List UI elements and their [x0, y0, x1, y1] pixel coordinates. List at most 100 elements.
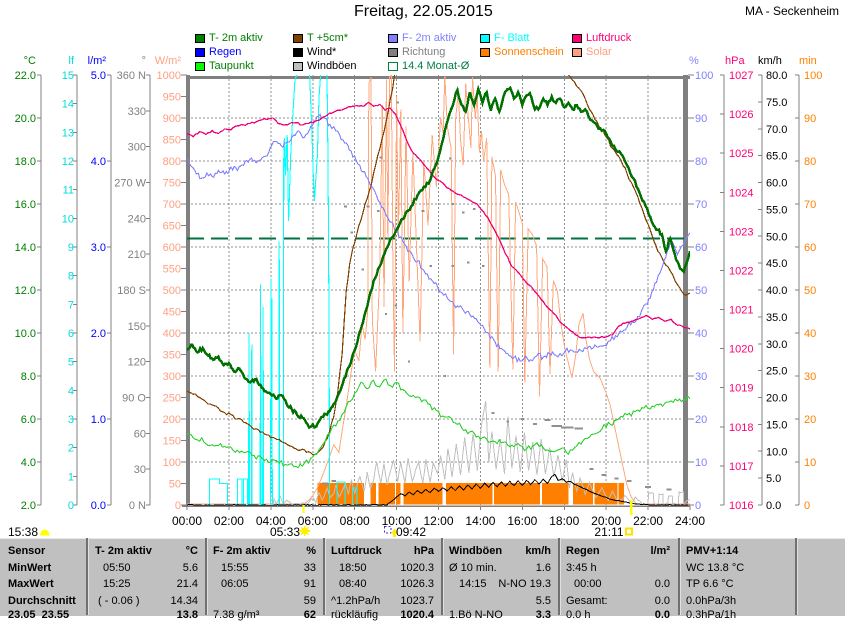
svg-text:65.0: 65.0 — [766, 151, 787, 163]
svg-text:150: 150 — [128, 321, 146, 333]
svg-text:60: 60 — [695, 242, 707, 254]
svg-text:18.0: 18.0 — [15, 156, 36, 168]
svg-text:50: 50 — [804, 285, 816, 297]
svg-text:90: 90 — [804, 113, 816, 125]
svg-text:10: 10 — [62, 213, 74, 225]
svg-text:2: 2 — [68, 443, 74, 455]
svg-text:80: 80 — [695, 156, 707, 168]
svg-text:12.0: 12.0 — [15, 285, 36, 297]
svg-text:14.0: 14.0 — [15, 242, 36, 254]
svg-text:60: 60 — [134, 428, 146, 440]
svg-text:06:00: 06:00 — [298, 514, 328, 528]
svg-text:40: 40 — [695, 328, 707, 340]
svg-text:45.0: 45.0 — [766, 258, 787, 270]
svg-text:2.0: 2.0 — [21, 500, 36, 512]
svg-text:70: 70 — [695, 199, 707, 211]
svg-text:6: 6 — [68, 328, 74, 340]
svg-text:20: 20 — [695, 414, 707, 426]
svg-text:15:38: 15:38 — [8, 525, 38, 539]
svg-text:10: 10 — [804, 457, 816, 469]
svg-text:40.0: 40.0 — [766, 285, 787, 297]
svg-text:35.0: 35.0 — [766, 312, 787, 324]
svg-text:400: 400 — [163, 328, 181, 340]
svg-text:120: 120 — [128, 357, 146, 369]
svg-text:%: % — [689, 55, 699, 67]
svg-text:16:00: 16:00 — [507, 514, 537, 528]
svg-text:5.0: 5.0 — [766, 473, 781, 485]
svg-text:450: 450 — [163, 307, 181, 319]
svg-text:1024: 1024 — [729, 187, 753, 199]
svg-text:l/m²: l/m² — [88, 55, 107, 67]
svg-text:1027: 1027 — [729, 70, 753, 82]
svg-text:70.0: 70.0 — [766, 124, 787, 136]
svg-text:180 S: 180 S — [117, 285, 146, 297]
svg-text:hPa: hPa — [725, 55, 745, 67]
svg-text:4.0: 4.0 — [91, 156, 106, 168]
svg-text:70: 70 — [804, 199, 816, 211]
svg-text:25.0: 25.0 — [766, 366, 787, 378]
svg-text:9: 9 — [68, 242, 74, 254]
svg-text:80: 80 — [804, 156, 816, 168]
svg-text:50: 50 — [695, 285, 707, 297]
svg-text:60: 60 — [804, 242, 816, 254]
svg-text:900: 900 — [163, 113, 181, 125]
svg-text:14:00: 14:00 — [465, 514, 495, 528]
svg-text:240: 240 — [128, 213, 146, 225]
svg-text:02:00: 02:00 — [214, 514, 244, 528]
svg-text:20.0: 20.0 — [766, 393, 787, 405]
svg-text:8: 8 — [68, 271, 74, 283]
svg-text:0 N: 0 N — [129, 500, 146, 512]
svg-text:2.0: 2.0 — [91, 328, 106, 340]
svg-text:14: 14 — [62, 99, 74, 111]
svg-text:5.0: 5.0 — [91, 70, 106, 82]
svg-text:W/m²: W/m² — [155, 55, 182, 67]
svg-text:10: 10 — [695, 457, 707, 469]
svg-text:20:00: 20:00 — [591, 514, 621, 528]
svg-text:30: 30 — [134, 464, 146, 476]
svg-text:11: 11 — [63, 185, 74, 197]
svg-text:0.0: 0.0 — [91, 500, 106, 512]
svg-text:330: 330 — [128, 106, 146, 118]
svg-text:12:00: 12:00 — [423, 514, 453, 528]
svg-text:600: 600 — [163, 242, 181, 254]
svg-text:1020: 1020 — [729, 344, 753, 356]
svg-text:5: 5 — [68, 357, 74, 369]
svg-text:40: 40 — [804, 328, 816, 340]
svg-text:24:00: 24:00 — [675, 514, 705, 528]
svg-text:00:00: 00:00 — [172, 514, 202, 528]
svg-text:05:33: 05:33 — [270, 525, 300, 539]
svg-text:°: ° — [142, 55, 146, 67]
svg-text:150: 150 — [163, 436, 181, 448]
svg-text:0: 0 — [175, 500, 181, 512]
svg-text:750: 750 — [163, 178, 181, 190]
svg-text:90: 90 — [695, 113, 707, 125]
svg-text:30: 30 — [695, 371, 707, 383]
svg-text:04:00: 04:00 — [256, 514, 286, 528]
svg-text:10.0: 10.0 — [15, 328, 36, 340]
svg-text:1: 1 — [68, 471, 74, 483]
svg-text:350: 350 — [163, 350, 181, 362]
svg-text:300: 300 — [128, 142, 146, 154]
svg-text:0: 0 — [695, 500, 701, 512]
svg-text:1026: 1026 — [729, 109, 753, 121]
svg-text:300: 300 — [163, 371, 181, 383]
svg-text:6.0: 6.0 — [21, 414, 36, 426]
svg-text:50: 50 — [169, 479, 181, 491]
svg-text:8.0: 8.0 — [21, 371, 36, 383]
svg-text:km/h: km/h — [758, 55, 782, 67]
svg-text:270 W: 270 W — [114, 178, 146, 190]
svg-text:0: 0 — [68, 500, 74, 512]
svg-text:13: 13 — [62, 127, 74, 139]
svg-text:22:00: 22:00 — [633, 514, 663, 528]
svg-text:20.0: 20.0 — [15, 113, 36, 125]
svg-text:800: 800 — [163, 156, 181, 168]
svg-text:4.0: 4.0 — [21, 457, 36, 469]
svg-text:1021: 1021 — [729, 305, 753, 317]
svg-text:1019: 1019 — [729, 383, 753, 395]
svg-text:08:00: 08:00 — [340, 514, 370, 528]
svg-text:1017: 1017 — [729, 461, 753, 473]
svg-text:09:42: 09:42 — [396, 525, 426, 539]
svg-text:0: 0 — [804, 500, 810, 512]
svg-text:250: 250 — [163, 393, 181, 405]
svg-text:500: 500 — [163, 285, 181, 297]
